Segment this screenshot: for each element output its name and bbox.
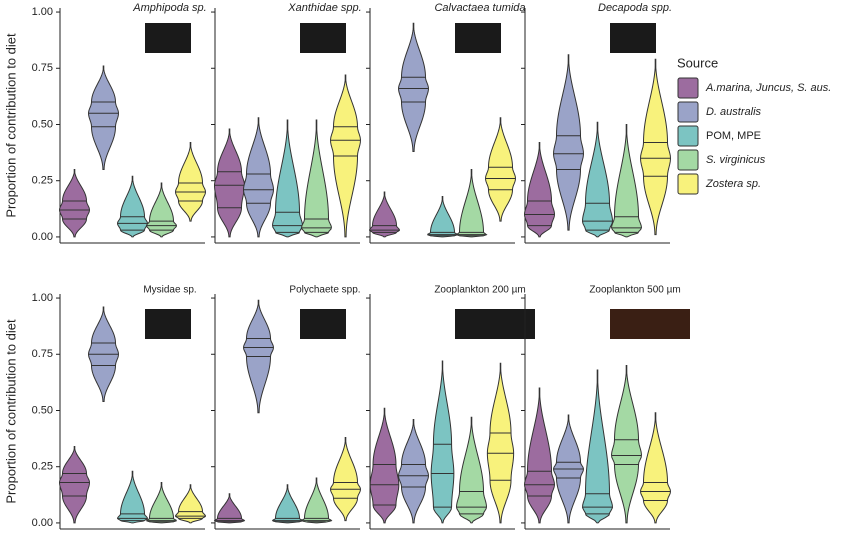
panel-photo — [145, 23, 191, 53]
legend-label: POM, MPE — [706, 130, 761, 142]
panel-title: Mysidae sp. — [143, 285, 196, 296]
violin — [174, 484, 207, 524]
violin — [271, 484, 304, 524]
legend-title: Source — [677, 55, 718, 70]
panel-photo — [455, 309, 535, 339]
legend-label: Zostera sp. — [705, 178, 761, 190]
violin — [582, 369, 613, 524]
violin — [582, 121, 613, 238]
legend-swatch — [677, 125, 699, 147]
violin — [213, 493, 246, 524]
violin — [524, 141, 555, 238]
violin — [146, 182, 177, 238]
legend-swatch — [677, 77, 699, 99]
panel-photo — [610, 309, 690, 339]
violin — [486, 362, 515, 524]
violin — [398, 22, 429, 152]
panel-photo — [300, 309, 346, 339]
violin — [640, 412, 671, 524]
y-tick-label: 0.00 — [32, 517, 53, 529]
violin — [146, 481, 177, 524]
legend-label: D. australis — [706, 106, 762, 118]
violin — [300, 477, 333, 524]
violin — [485, 117, 516, 222]
violin — [553, 54, 584, 231]
legend-label: S. virginicus — [706, 154, 766, 166]
violin — [117, 470, 148, 524]
violin — [117, 175, 148, 238]
panel-photo — [145, 309, 191, 339]
y-tick-label: 0.75 — [32, 348, 53, 360]
violin — [272, 119, 303, 238]
y-axis-label: Proportion of contribution to diet — [3, 319, 18, 504]
panel-title: Zooplankton 200 µm — [434, 285, 525, 296]
violin — [640, 58, 671, 236]
violin — [301, 119, 332, 238]
legend-swatch — [677, 149, 699, 171]
violin — [214, 128, 245, 238]
violin — [330, 436, 361, 522]
panel-title: Xanthidae spp. — [287, 2, 361, 14]
panel-title: Polychaete spp. — [289, 285, 360, 296]
violin — [455, 168, 488, 238]
panel-photo — [300, 23, 346, 53]
violin — [455, 416, 488, 524]
violin — [369, 407, 400, 524]
y-tick-label: 0.50 — [32, 404, 53, 416]
violin — [398, 418, 429, 524]
legend-label: A.marina, Juncus, S. aus. — [705, 82, 831, 94]
panel-title: Decapoda spp. — [598, 2, 672, 14]
violin — [59, 445, 90, 524]
y-axis-label: Proportion of contribution to diet — [3, 33, 18, 218]
y-tick-label: 0.00 — [32, 231, 53, 243]
violin — [427, 195, 458, 238]
violin — [610, 123, 643, 238]
violin — [175, 141, 206, 222]
violin — [430, 360, 455, 524]
violin — [58, 168, 91, 238]
y-tick-label: 0.25 — [32, 461, 53, 473]
y-tick-label: 1.00 — [32, 292, 53, 304]
violin — [243, 117, 274, 238]
y-tick-label: 1.00 — [32, 6, 53, 18]
y-tick-label: 0.50 — [32, 118, 53, 130]
panel-photo — [610, 23, 656, 53]
panel-title: Amphipoda sp. — [132, 2, 206, 14]
violin — [523, 387, 556, 524]
panel-title: Zooplankton 500 µm — [589, 285, 680, 296]
violin — [611, 365, 642, 524]
y-tick-label: 0.75 — [32, 62, 53, 74]
y-tick-label: 0.25 — [32, 175, 53, 187]
panel-photo — [455, 23, 501, 53]
violin — [88, 65, 119, 170]
legend-swatch — [677, 101, 699, 123]
legend-swatch — [677, 173, 699, 195]
panel-title: Calvactaea tumida — [434, 2, 525, 14]
